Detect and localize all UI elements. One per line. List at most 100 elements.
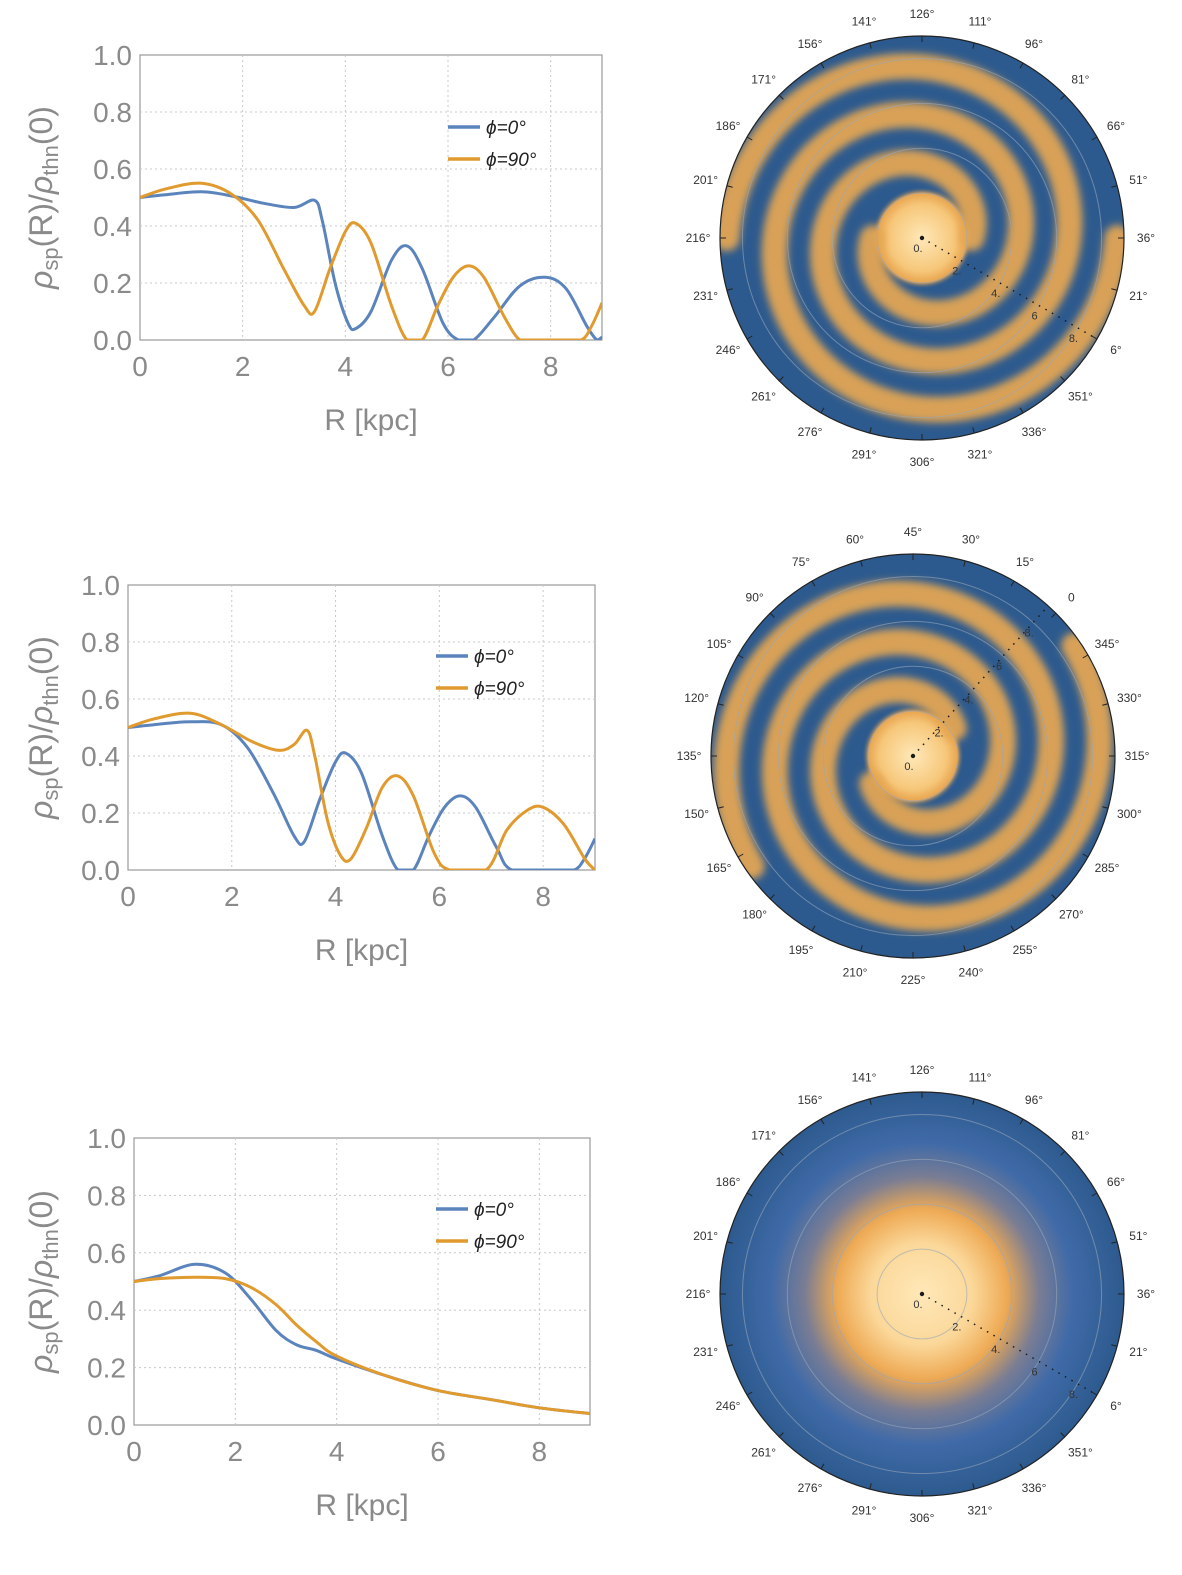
angular-tick-label: 195°	[789, 943, 814, 957]
radial-tick-label: 8.	[1069, 333, 1078, 345]
angular-tick	[1111, 288, 1118, 291]
angular-tick	[726, 288, 733, 291]
y-tick-label: 1.0	[81, 570, 120, 601]
angular-tick	[778, 376, 784, 382]
angular-tick	[746, 1192, 753, 1197]
radial-tick-label: 8.	[1025, 628, 1034, 640]
angular-tick	[1091, 1391, 1098, 1396]
angular-tick	[1060, 1432, 1066, 1438]
angular-tick	[726, 1241, 733, 1244]
angular-tick	[746, 136, 753, 141]
radial-grid-circle	[867, 710, 959, 802]
angular-tick-label: 285°	[1095, 861, 1120, 875]
angular-tick	[820, 1463, 825, 1470]
angular-tick	[1060, 376, 1066, 382]
x-tick-label: 8	[532, 1436, 548, 1467]
angular-tick	[778, 1150, 784, 1156]
angular-tick	[1051, 612, 1057, 618]
angular-tick-label: 306°	[910, 1511, 935, 1525]
angular-tick	[717, 806, 724, 809]
y-axis-label: ρsp(R)/ρthn(0)	[23, 1190, 63, 1374]
angular-tick	[726, 1344, 733, 1347]
angular-tick	[869, 1483, 872, 1490]
y-tick-label: 0.8	[81, 627, 120, 658]
angular-tick	[737, 654, 744, 659]
spiral-arm-2	[761, 101, 1124, 423]
radial-tick-label: 0.	[913, 243, 922, 255]
angular-tick-label: 201°	[693, 173, 718, 187]
y-tick-label: 1.0	[87, 1123, 126, 1154]
angular-tick-label: 6°	[1110, 1399, 1122, 1413]
angular-tick	[1102, 806, 1109, 809]
angular-tick-label: 201°	[693, 1229, 718, 1243]
y-axis-label-part: thn	[38, 145, 63, 176]
angular-tick-label: 336°	[1022, 1481, 1047, 1495]
series-line-phi-90	[128, 711, 595, 870]
angular-tick	[1111, 1344, 1118, 1347]
x-tick-label: 2	[224, 881, 240, 912]
angular-tick-label: 36°	[1137, 1287, 1155, 1301]
angular-tick-label: 291°	[852, 1503, 877, 1517]
legend-label: ϕ=0°	[486, 118, 526, 139]
y-axis-label-part: (0)	[23, 636, 59, 675]
angular-tick	[972, 1098, 975, 1105]
angular-tick-label: 120°	[684, 691, 709, 705]
x-tick-label: 0	[120, 881, 136, 912]
angular-tick-label: 36°	[1137, 231, 1155, 245]
angular-tick	[811, 580, 816, 587]
angular-tick	[717, 703, 724, 706]
radial-grid-circle	[741, 57, 1103, 419]
angular-tick	[820, 62, 825, 69]
x-tick-label: 8	[543, 351, 559, 382]
angular-tick-label: 156°	[798, 1093, 823, 1107]
angular-tick	[869, 1098, 872, 1105]
radial-tick-label: 4.	[964, 694, 973, 706]
angular-tick	[820, 407, 825, 414]
angular-tick-label: 300°	[1117, 807, 1142, 821]
angular-tick-label: 96°	[1025, 37, 1043, 51]
y-axis-label: ρsp(R)/ρthn(0)	[23, 636, 63, 820]
angular-tick	[972, 1483, 975, 1490]
spiral-arm-1	[720, 53, 1083, 375]
radial-tick-label: 8.	[1069, 1389, 1078, 1401]
angular-tick-label: 186°	[716, 119, 741, 133]
origin-dot	[910, 753, 916, 759]
y-tick-label: 0.0	[87, 1410, 126, 1441]
angular-tick-label: 51°	[1129, 1229, 1147, 1243]
y-axis-label-part: (R)/	[23, 194, 59, 247]
angular-tick	[1111, 185, 1118, 188]
line-chart-top: 0 2 4 6 80.00.20.40.60.81.0R [kpc]ρsp(R)/ρth…	[23, 40, 603, 437]
x-tick-label: 0	[126, 1436, 142, 1467]
angular-tick-label: 246°	[716, 1399, 741, 1413]
y-tick-label: 0.2	[87, 1353, 126, 1384]
series-line-phi-0	[134, 1262, 590, 1415]
y-axis-label-part: ρ	[23, 176, 59, 195]
angular-tick	[737, 853, 744, 858]
y-axis-label-part: ρ	[23, 271, 59, 290]
angular-tick-label: 210°	[843, 965, 868, 979]
angular-tick	[1091, 335, 1098, 340]
angular-tick-label: 321°	[968, 1503, 993, 1517]
angular-tick	[726, 185, 733, 188]
angular-tick-label: 231°	[693, 1345, 718, 1359]
angular-tick	[778, 1432, 784, 1438]
plot-frame	[139, 54, 603, 341]
angular-tick-label: 231°	[693, 289, 718, 303]
angular-tick-label: 126°	[910, 1063, 935, 1077]
angular-tick-label: 96°	[1025, 1093, 1043, 1107]
radial-grid-circle	[786, 1158, 1058, 1430]
radial-grid-circle	[831, 1203, 1013, 1385]
angular-tick	[778, 94, 784, 100]
radial-tick-label: 6	[996, 661, 1002, 673]
y-axis-label: ρsp(R)/ρthn(0)	[23, 106, 63, 290]
angular-tick-label: 21°	[1129, 1345, 1147, 1359]
radial-tick-label: 6	[1032, 310, 1038, 322]
line-chart-middle: 0 2 4 6 80.00.20.40.60.81.0R [kpc]ρsp(R)/ρth…	[23, 570, 596, 967]
y-axis-label-part: ρ	[23, 801, 59, 820]
radial-tick-label: 2.	[934, 728, 943, 740]
angular-tick	[1019, 407, 1024, 414]
y-tick-label: 0.6	[93, 154, 132, 185]
legend-label: ϕ=0°	[474, 647, 514, 668]
angular-tick-label: 171°	[751, 73, 776, 87]
y-axis-label-part: (R)/	[23, 1278, 59, 1331]
